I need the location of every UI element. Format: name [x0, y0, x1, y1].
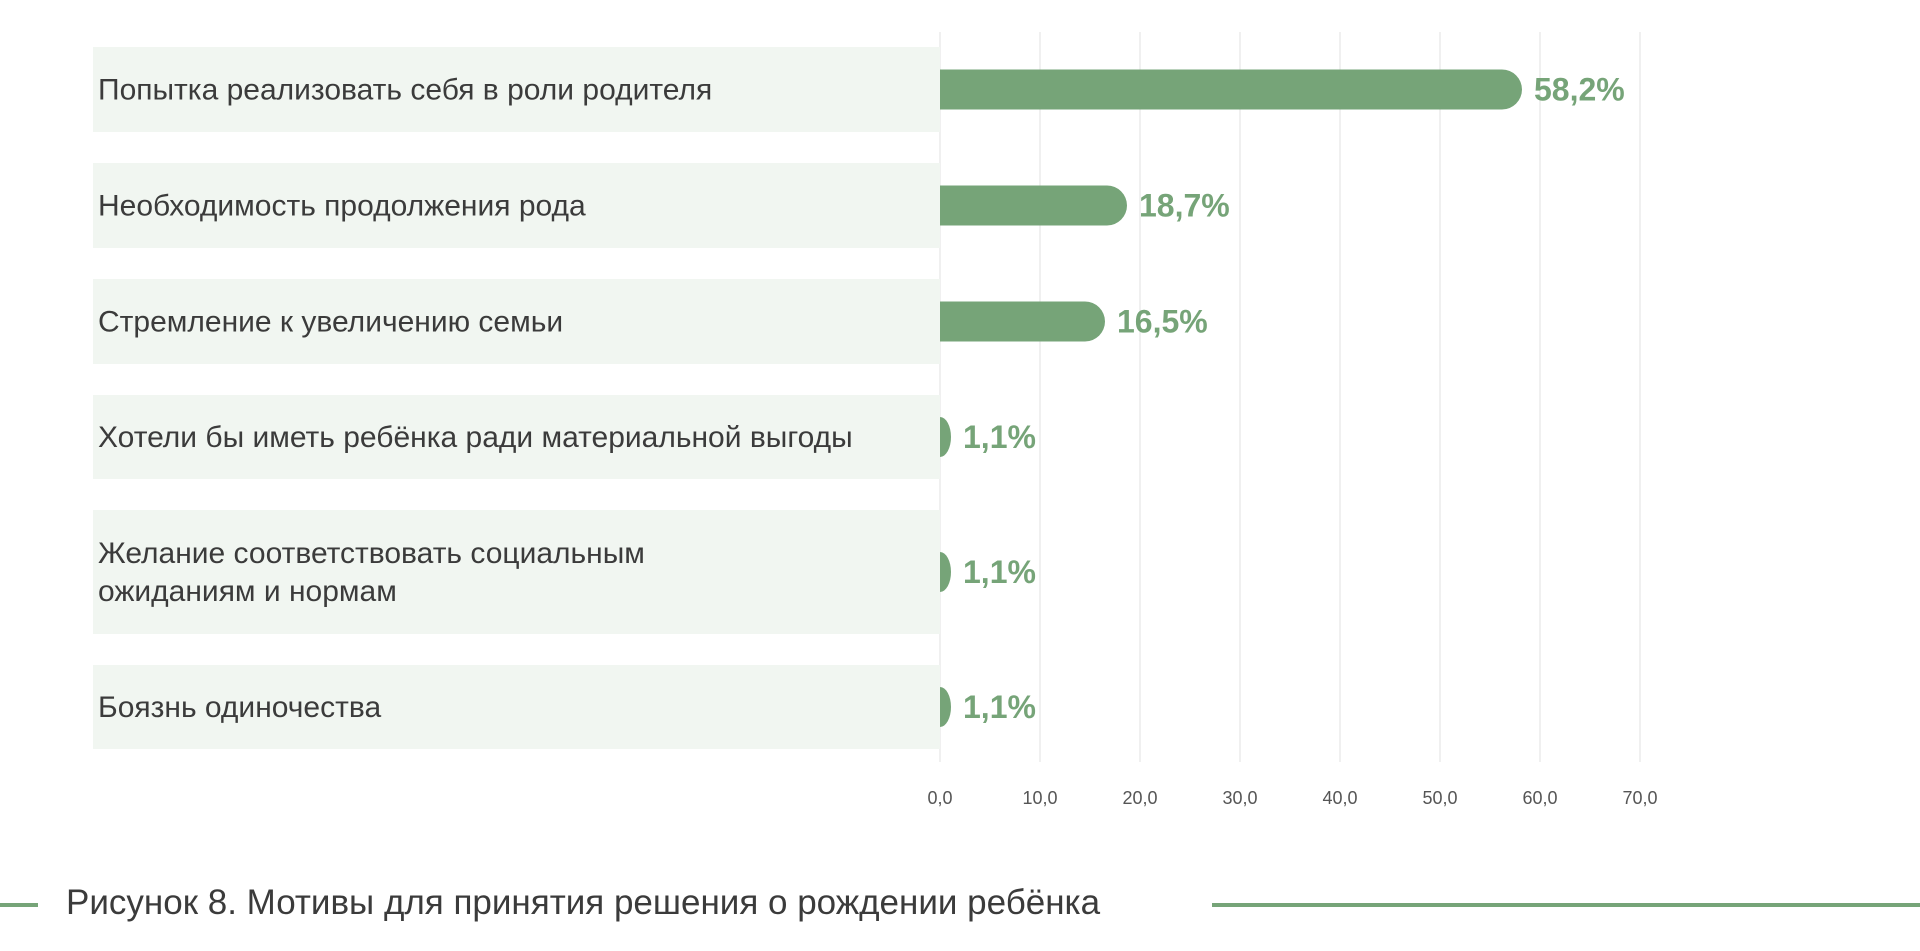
grid-lines	[939, 32, 1641, 762]
value-labels: 58,2% 18,7% 16,5% 1,1% 1,1% 1,1%	[963, 72, 1625, 726]
category-label-line: Попытка реализовать себя в роли родителя	[98, 73, 712, 106]
category-band	[93, 163, 940, 248]
category-label-line: Желание соответствовать социальным	[98, 537, 645, 570]
x-tick-label: 30,0	[1222, 788, 1257, 808]
x-tick-label: 0,0	[927, 788, 952, 808]
category-label: Хотели бы иметь ребёнка ради материально…	[98, 421, 853, 454]
x-tick-label: 50,0	[1422, 788, 1457, 808]
caption-rule-right	[1212, 903, 1920, 907]
bar	[940, 687, 951, 727]
category-band	[93, 510, 940, 634]
category-band	[93, 47, 940, 132]
value-label: 58,2%	[1534, 72, 1625, 108]
value-label: 1,1%	[963, 689, 1036, 725]
x-tick-label: 10,0	[1022, 788, 1057, 808]
category-band	[93, 665, 940, 749]
category-bands	[93, 47, 940, 749]
category-label: Стремление к увеличению семьи	[98, 305, 563, 338]
figure-caption: Рисунок 8. Мотивы для принятия решения о…	[66, 883, 1101, 922]
category-label-line: Боязнь одиночества	[98, 691, 381, 724]
category-labels: Попытка реализовать себя в роли родителя…	[98, 73, 853, 724]
category-label-line: Необходимость продолжения рода	[98, 189, 586, 222]
bar	[940, 301, 1105, 342]
x-axis-ticks: 0,0 10,0 20,0 30,0 40,0 50,0 60,0 70,0	[927, 788, 1657, 808]
category-label-line: ожиданиям и нормам	[98, 575, 397, 608]
category-label: Боязнь одиночества	[98, 691, 381, 724]
category-label-line: Стремление к увеличению семьи	[98, 305, 563, 338]
value-label: 1,1%	[963, 554, 1036, 590]
bar	[940, 185, 1127, 226]
category-label-line: Хотели бы иметь ребёнка ради материально…	[98, 421, 853, 454]
value-label: 1,1%	[963, 419, 1036, 455]
x-tick-label: 70,0	[1622, 788, 1657, 808]
category-label: Необходимость продолжения рода	[98, 189, 586, 222]
bar	[940, 417, 951, 457]
bars	[940, 69, 1522, 727]
x-tick-label: 40,0	[1322, 788, 1357, 808]
bar	[940, 552, 951, 592]
bar	[940, 69, 1522, 110]
x-tick-label: 20,0	[1122, 788, 1157, 808]
value-label: 16,5%	[1117, 304, 1208, 340]
category-label: Желание соответствовать социальным ожидан…	[98, 537, 645, 608]
category-band	[93, 395, 940, 479]
category-band	[93, 279, 940, 364]
x-tick-label: 60,0	[1522, 788, 1557, 808]
value-label: 18,7%	[1139, 188, 1230, 224]
figure-caption-row: Рисунок 8. Мотивы для принятия решения о…	[0, 875, 1920, 935]
category-label: Попытка реализовать себя в роли родителя	[98, 73, 712, 106]
caption-rule-left	[0, 903, 38, 907]
